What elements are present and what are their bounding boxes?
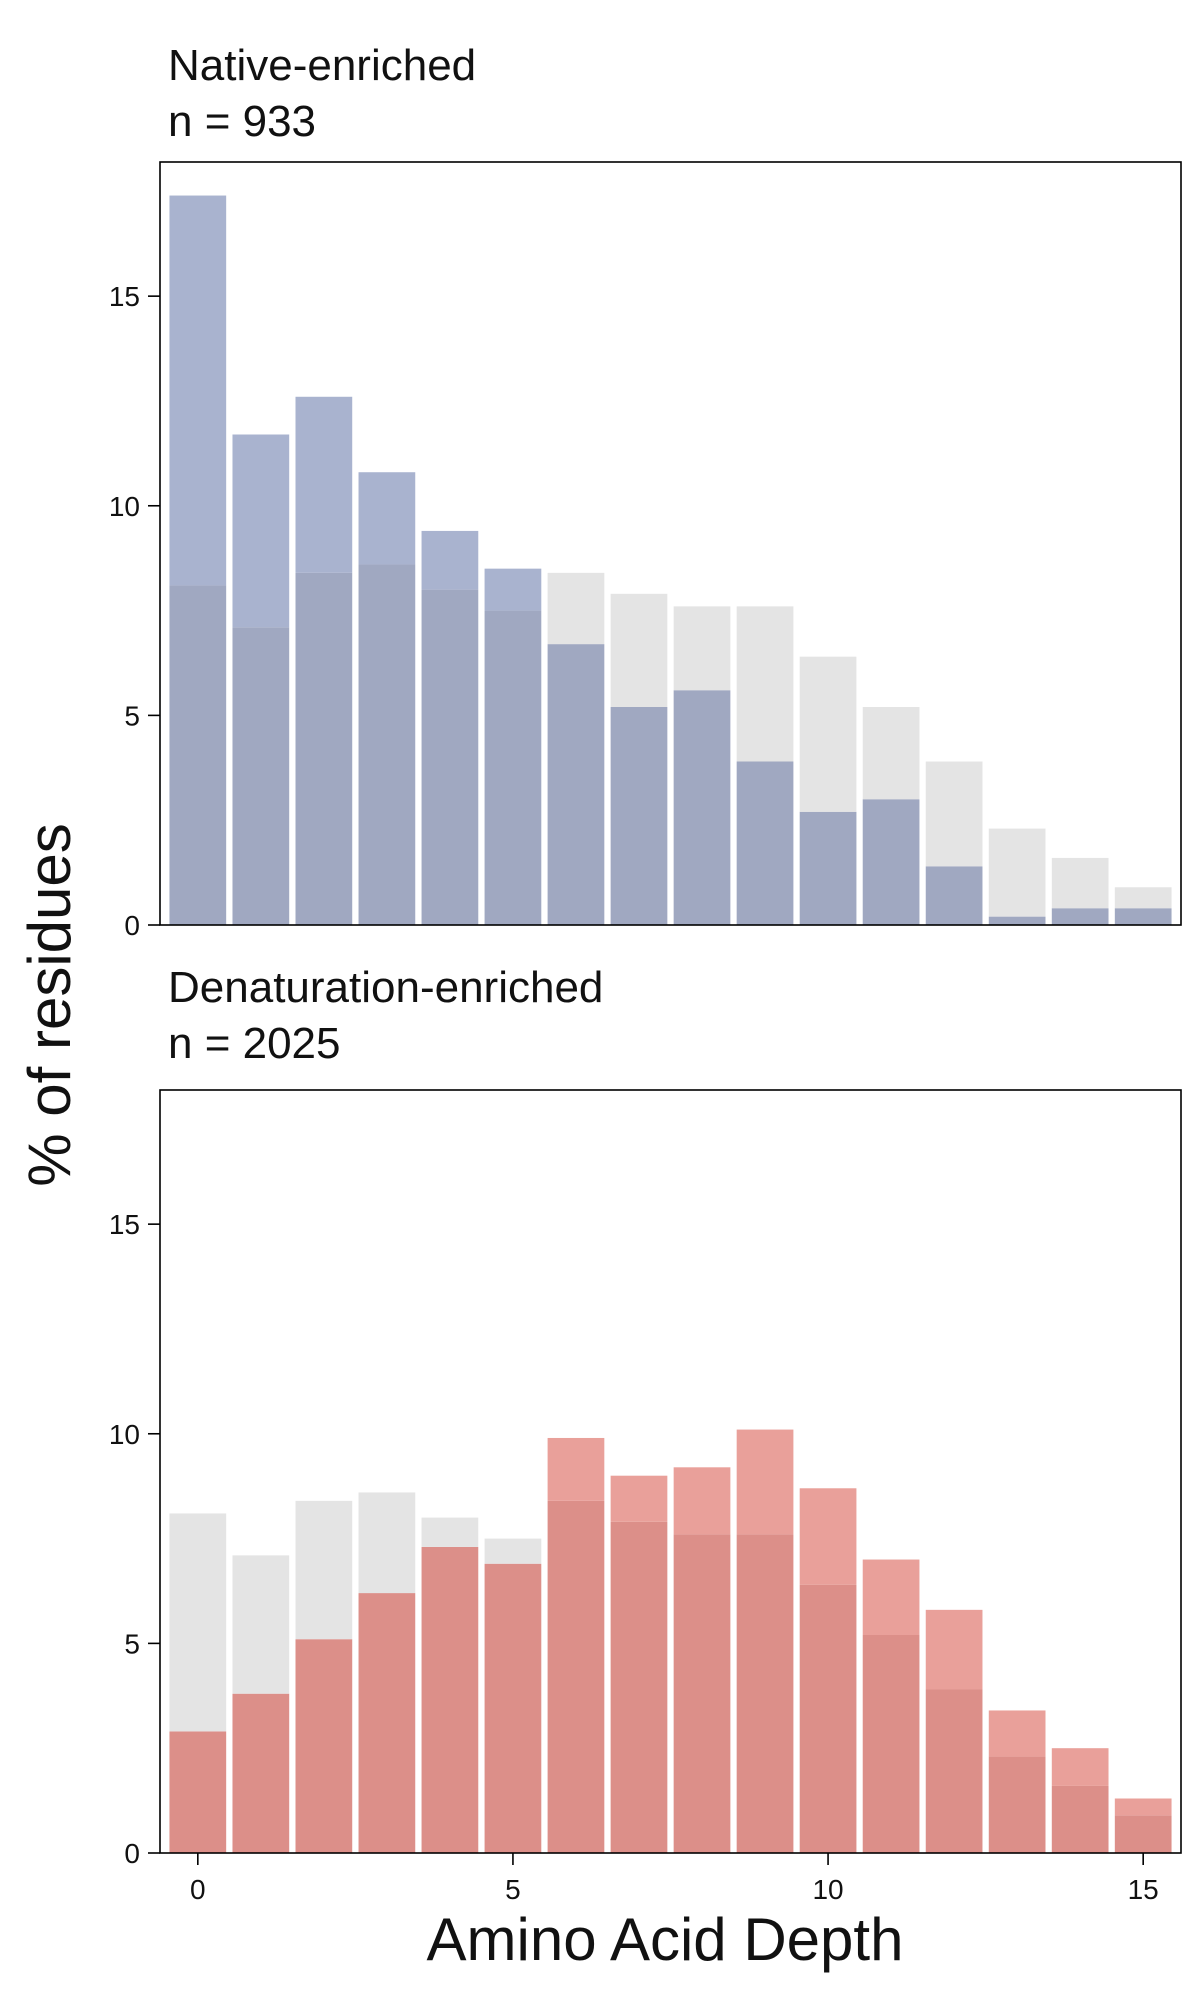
bar-foreground-0 — [169, 195, 227, 586]
bar-overlap-15 — [1114, 1815, 1172, 1853]
bar-overlap-6 — [547, 1500, 605, 1853]
bar-background-7 — [610, 593, 668, 707]
bar-overlap-15 — [1114, 908, 1172, 925]
x-tick-label-10: 10 — [812, 1874, 843, 1905]
bar-overlap-0 — [169, 585, 227, 925]
y-tick-label-10: 10 — [109, 491, 140, 522]
bar-overlap-13 — [988, 916, 1046, 925]
bar-background-4 — [421, 1517, 479, 1547]
bar-overlap-11 — [862, 1635, 920, 1853]
bar-overlap-5 — [484, 1563, 542, 1853]
y-axis-label: % of residues — [16, 823, 83, 1187]
y-tick-label-5: 5 — [124, 700, 140, 731]
x-tick-label-15: 15 — [1128, 1874, 1159, 1905]
bar-background-6 — [547, 572, 605, 645]
bar-background-5 — [484, 1538, 542, 1564]
bar-overlap-12 — [925, 1689, 983, 1853]
bar-overlap-13 — [988, 1756, 1046, 1853]
bar-foreground-14 — [1051, 1748, 1109, 1786]
bar-background-14 — [1051, 857, 1109, 909]
x-tick-label-0: 0 — [190, 1874, 206, 1905]
y-tick-label-5: 5 — [124, 1628, 140, 1659]
bar-background-12 — [925, 761, 983, 867]
bar-overlap-1 — [232, 627, 290, 925]
bar-overlap-0 — [169, 1731, 227, 1853]
y-tick-label-0: 0 — [124, 1838, 140, 1869]
y-tick-label-15: 15 — [109, 1209, 140, 1240]
plot-frame — [159, 1089, 1182, 1854]
bar-foreground-1 — [232, 434, 290, 628]
bar-overlap-3 — [358, 1593, 416, 1853]
bar-overlap-11 — [862, 799, 920, 925]
bar-overlap-2 — [295, 1639, 353, 1853]
panel-native-title-line1: Native-enriched — [168, 41, 476, 90]
bar-overlap-7 — [610, 1521, 668, 1853]
bar-overlap-10 — [799, 811, 857, 925]
bar-background-0 — [169, 1513, 227, 1732]
bar-overlap-2 — [295, 572, 353, 925]
bar-overlap-6 — [547, 644, 605, 925]
bar-overlap-5 — [484, 610, 542, 925]
bar-background-8 — [673, 606, 731, 691]
bar-foreground-13 — [988, 1710, 1046, 1757]
bar-background-11 — [862, 707, 920, 800]
bar-overlap-4 — [421, 589, 479, 925]
panel-denaturation-enriched: 0 5 10 15 0 5 10 15 — [109, 1089, 1182, 1905]
x-axis-label: Amino Acid Depth — [427, 1906, 904, 1973]
bar-overlap-3 — [358, 564, 416, 925]
panel-native-title-line2: n = 933 — [168, 97, 316, 146]
bar-overlap-7 — [610, 707, 668, 925]
bar-foreground-10 — [799, 1488, 857, 1585]
bar-background-15 — [1114, 887, 1172, 909]
panel-native-enriched: 0 5 10 15 — [109, 161, 1182, 941]
bar-overlap-8 — [673, 1534, 731, 1853]
panel-denaturation-title-line2: n = 2025 — [168, 1019, 341, 1068]
bar-foreground-4 — [421, 530, 479, 590]
bar-foreground-5 — [484, 568, 542, 611]
bar-foreground-8 — [673, 1467, 731, 1535]
y-tick-label-15: 15 — [109, 281, 140, 312]
bar-foreground-2 — [295, 396, 353, 573]
bar-background-3 — [358, 1492, 416, 1594]
plot-frame — [159, 161, 1182, 926]
bar-overlap-9 — [736, 761, 794, 925]
bar-overlap-14 — [1051, 1785, 1109, 1853]
bar-background-2 — [295, 1500, 353, 1640]
bar-foreground-3 — [358, 472, 416, 565]
bar-foreground-15 — [1114, 1798, 1172, 1816]
y-tick-label-0: 0 — [124, 910, 140, 941]
bar-overlap-4 — [421, 1546, 479, 1853]
y-tick-label-10: 10 — [109, 1419, 140, 1450]
x-tick-label-5: 5 — [505, 1874, 521, 1905]
bar-background-13 — [988, 828, 1046, 917]
bar-overlap-9 — [736, 1534, 794, 1853]
bar-foreground-9 — [736, 1429, 794, 1535]
bar-background-10 — [799, 656, 857, 812]
bar-overlap-12 — [925, 866, 983, 925]
bar-overlap-8 — [673, 690, 731, 925]
bar-overlap-10 — [799, 1584, 857, 1853]
panel-denaturation-title-line1: Denaturation-enriched — [168, 963, 603, 1012]
bar-background-1 — [232, 1555, 290, 1694]
bar-foreground-7 — [610, 1475, 668, 1522]
bar-foreground-11 — [862, 1559, 920, 1635]
bar-background-9 — [736, 606, 794, 762]
bar-overlap-14 — [1051, 908, 1109, 925]
bar-foreground-6 — [547, 1437, 605, 1501]
bar-foreground-12 — [925, 1609, 983, 1690]
bar-overlap-1 — [232, 1693, 290, 1853]
